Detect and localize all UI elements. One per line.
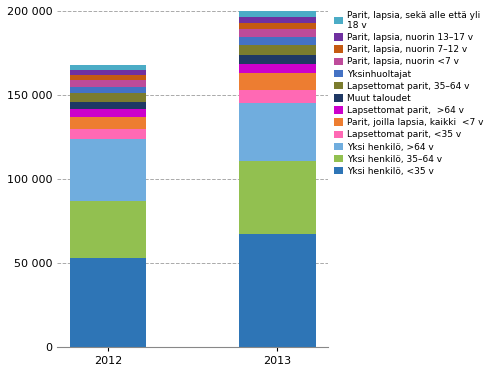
Bar [239, 235, 315, 347]
Bar [239, 29, 315, 37]
Bar [239, 73, 315, 90]
Bar [70, 75, 146, 80]
Bar [239, 90, 315, 103]
Bar [239, 37, 315, 44]
Bar [70, 93, 146, 102]
Bar [239, 54, 315, 64]
Bar [70, 87, 146, 93]
Bar [239, 23, 315, 29]
Bar [239, 160, 315, 235]
Bar [70, 70, 146, 75]
Bar [70, 258, 146, 347]
Bar [70, 102, 146, 109]
Bar [70, 129, 146, 139]
Bar [70, 65, 146, 70]
Bar [70, 109, 146, 117]
Bar [70, 201, 146, 258]
Bar [239, 44, 315, 54]
Bar [70, 80, 146, 87]
Bar [239, 64, 315, 73]
Bar [239, 11, 315, 17]
Bar [239, 17, 315, 23]
Bar [70, 139, 146, 201]
Legend: Parit, lapsia, sekä alle että yli
18 v, Parit, lapsia, nuorin 13–17 v, Parit, la: Parit, lapsia, sekä alle että yli 18 v, … [332, 9, 485, 178]
Bar [239, 103, 315, 160]
Bar [70, 117, 146, 129]
